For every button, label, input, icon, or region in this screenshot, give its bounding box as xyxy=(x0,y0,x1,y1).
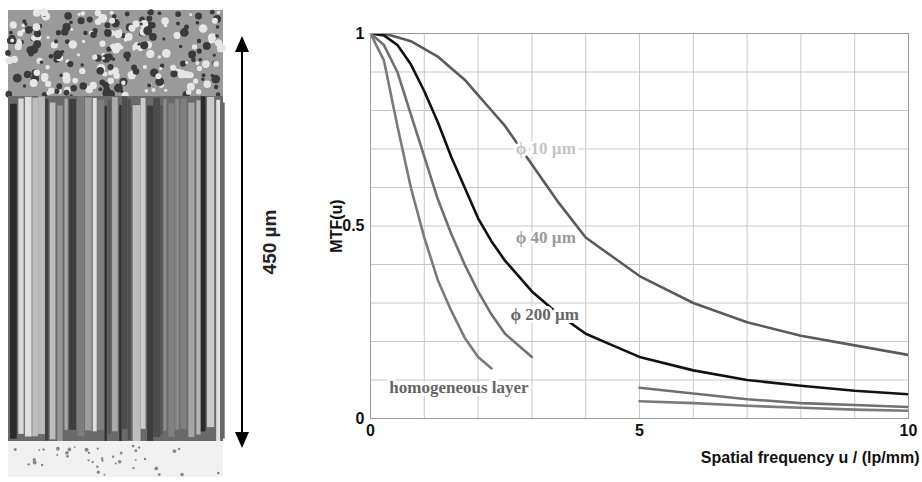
svg-text:Spatial frequency u / (lp/mm): Spatial frequency u / (lp/mm) xyxy=(701,449,920,466)
svg-text:ϕ 40 µm: ϕ 40 µm xyxy=(516,228,576,247)
svg-text:0: 0 xyxy=(366,422,375,439)
svg-text:ϕ 200 µm: ϕ 200 µm xyxy=(510,305,579,324)
svg-text:450 µm: 450 µm xyxy=(259,210,280,275)
svg-text:5: 5 xyxy=(635,422,644,439)
svg-text:ϕ 10 µm: ϕ 10 µm xyxy=(516,139,576,158)
svg-text:1: 1 xyxy=(356,25,365,42)
svg-text:0: 0 xyxy=(356,410,365,427)
svg-text:homogeneous layer: homogeneous layer xyxy=(389,378,529,397)
svg-text:10: 10 xyxy=(900,422,918,439)
svg-text:MTF(u): MTF(u) xyxy=(328,199,345,252)
svg-text:0.5: 0.5 xyxy=(342,217,364,234)
